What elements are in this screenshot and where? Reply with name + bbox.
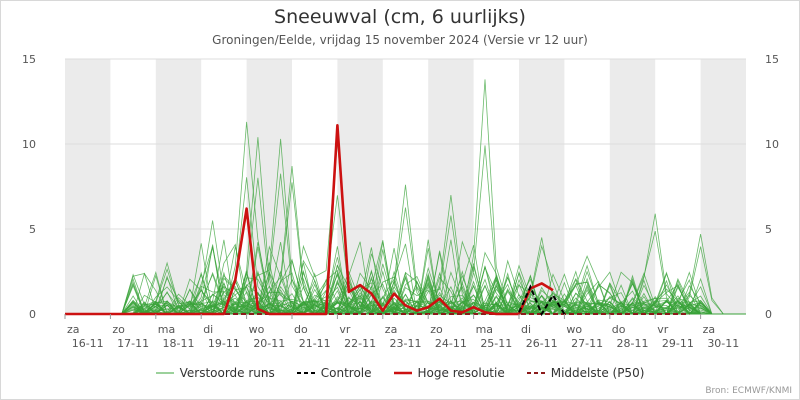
y-tick-label-left: 0 (29, 308, 36, 321)
legend-label-median: Middelste (P50) (550, 366, 645, 380)
y-axis-left: 0 5 10 15 (22, 53, 36, 321)
y-tick-label-right: 15 (765, 53, 779, 66)
control-line (518, 284, 566, 317)
x-day-date: 17-11 (117, 337, 149, 350)
x-day-date: 18-11 (163, 337, 195, 350)
x-day-name: do (294, 323, 308, 336)
legend-swatch-hires (393, 371, 412, 375)
x-axis: za16-11zo17-11ma18-11di19-11wo20-11do21-… (64, 314, 739, 350)
x-day-date: 20-11 (253, 337, 285, 350)
x-day-date: 22-11 (344, 337, 376, 350)
legend-label-hires: Hoge resolutie (417, 366, 505, 380)
x-day-name: ma (158, 323, 175, 336)
hires-line (65, 124, 554, 316)
x-day-date: 21-11 (299, 337, 331, 350)
x-day-date: 19-11 (208, 337, 240, 350)
y-axis-right: 0 5 10 15 (765, 53, 779, 321)
x-day-name: wo (566, 323, 582, 336)
x-day-date: 26-11 (526, 337, 558, 350)
x-day-date: 27-11 (571, 337, 603, 350)
x-day-name: za (67, 323, 80, 336)
x-day-date: 16-11 (72, 337, 104, 350)
x-day-date: 29-11 (662, 337, 694, 350)
legend-label-control: Controle (320, 366, 372, 380)
day-band (609, 59, 656, 314)
legend-item-hires[interactable]: Hoge resolutie (393, 366, 505, 380)
y-tick-label-right: 0 (765, 308, 772, 321)
x-day-date: 25-11 (480, 337, 512, 350)
source-credit: Bron: ECMWF/KNMI (705, 386, 792, 396)
day-band (700, 59, 746, 314)
x-day-name: zo (112, 323, 125, 336)
x-day-name: di (203, 323, 213, 336)
legend-label-ensemble: Verstoorde runs (179, 366, 275, 380)
x-day-name: di (521, 323, 531, 336)
control-series (518, 284, 566, 317)
x-day-name: wo (249, 323, 265, 336)
y-tick-label-right: 5 (765, 223, 772, 236)
legend: Verstoorde runs Controle Hoge resolutie … (0, 366, 800, 380)
x-day-name: do (612, 323, 626, 336)
x-day-name: ma (476, 323, 493, 336)
legend-swatch-median (526, 372, 545, 374)
x-day-date: 23-11 (390, 337, 422, 350)
y-tick-label-left: 15 (22, 53, 36, 66)
x-day-name: vr (339, 323, 351, 336)
day-band (155, 59, 202, 314)
x-day-date: 28-11 (617, 337, 649, 350)
x-day-name: zo (430, 323, 443, 336)
legend-swatch-ensemble (155, 372, 174, 374)
legend-item-median[interactable]: Middelste (P50) (526, 366, 645, 380)
y-tick-label-right: 10 (765, 138, 779, 151)
x-day-name: za (385, 323, 398, 336)
x-day-date: 30-11 (707, 337, 739, 350)
chart-subtitle: Groningen/Eelde, vrijdag 15 november 202… (212, 33, 588, 47)
day-band (519, 59, 565, 314)
y-tick-label-left: 10 (22, 138, 36, 151)
legend-item-control[interactable]: Controle (296, 366, 372, 380)
x-day-name: vr (657, 323, 669, 336)
legend-item-ensemble[interactable]: Verstoorde runs (155, 366, 275, 380)
hires-series (65, 124, 554, 316)
x-day-name: za (703, 323, 716, 336)
x-day-date: 24-11 (435, 337, 467, 350)
day-band (65, 59, 111, 314)
chart-title: Sneeuwval (cm, 6 uurlijks) (274, 6, 526, 28)
legend-swatch-control (296, 372, 315, 374)
y-tick-label-left: 5 (29, 223, 36, 236)
